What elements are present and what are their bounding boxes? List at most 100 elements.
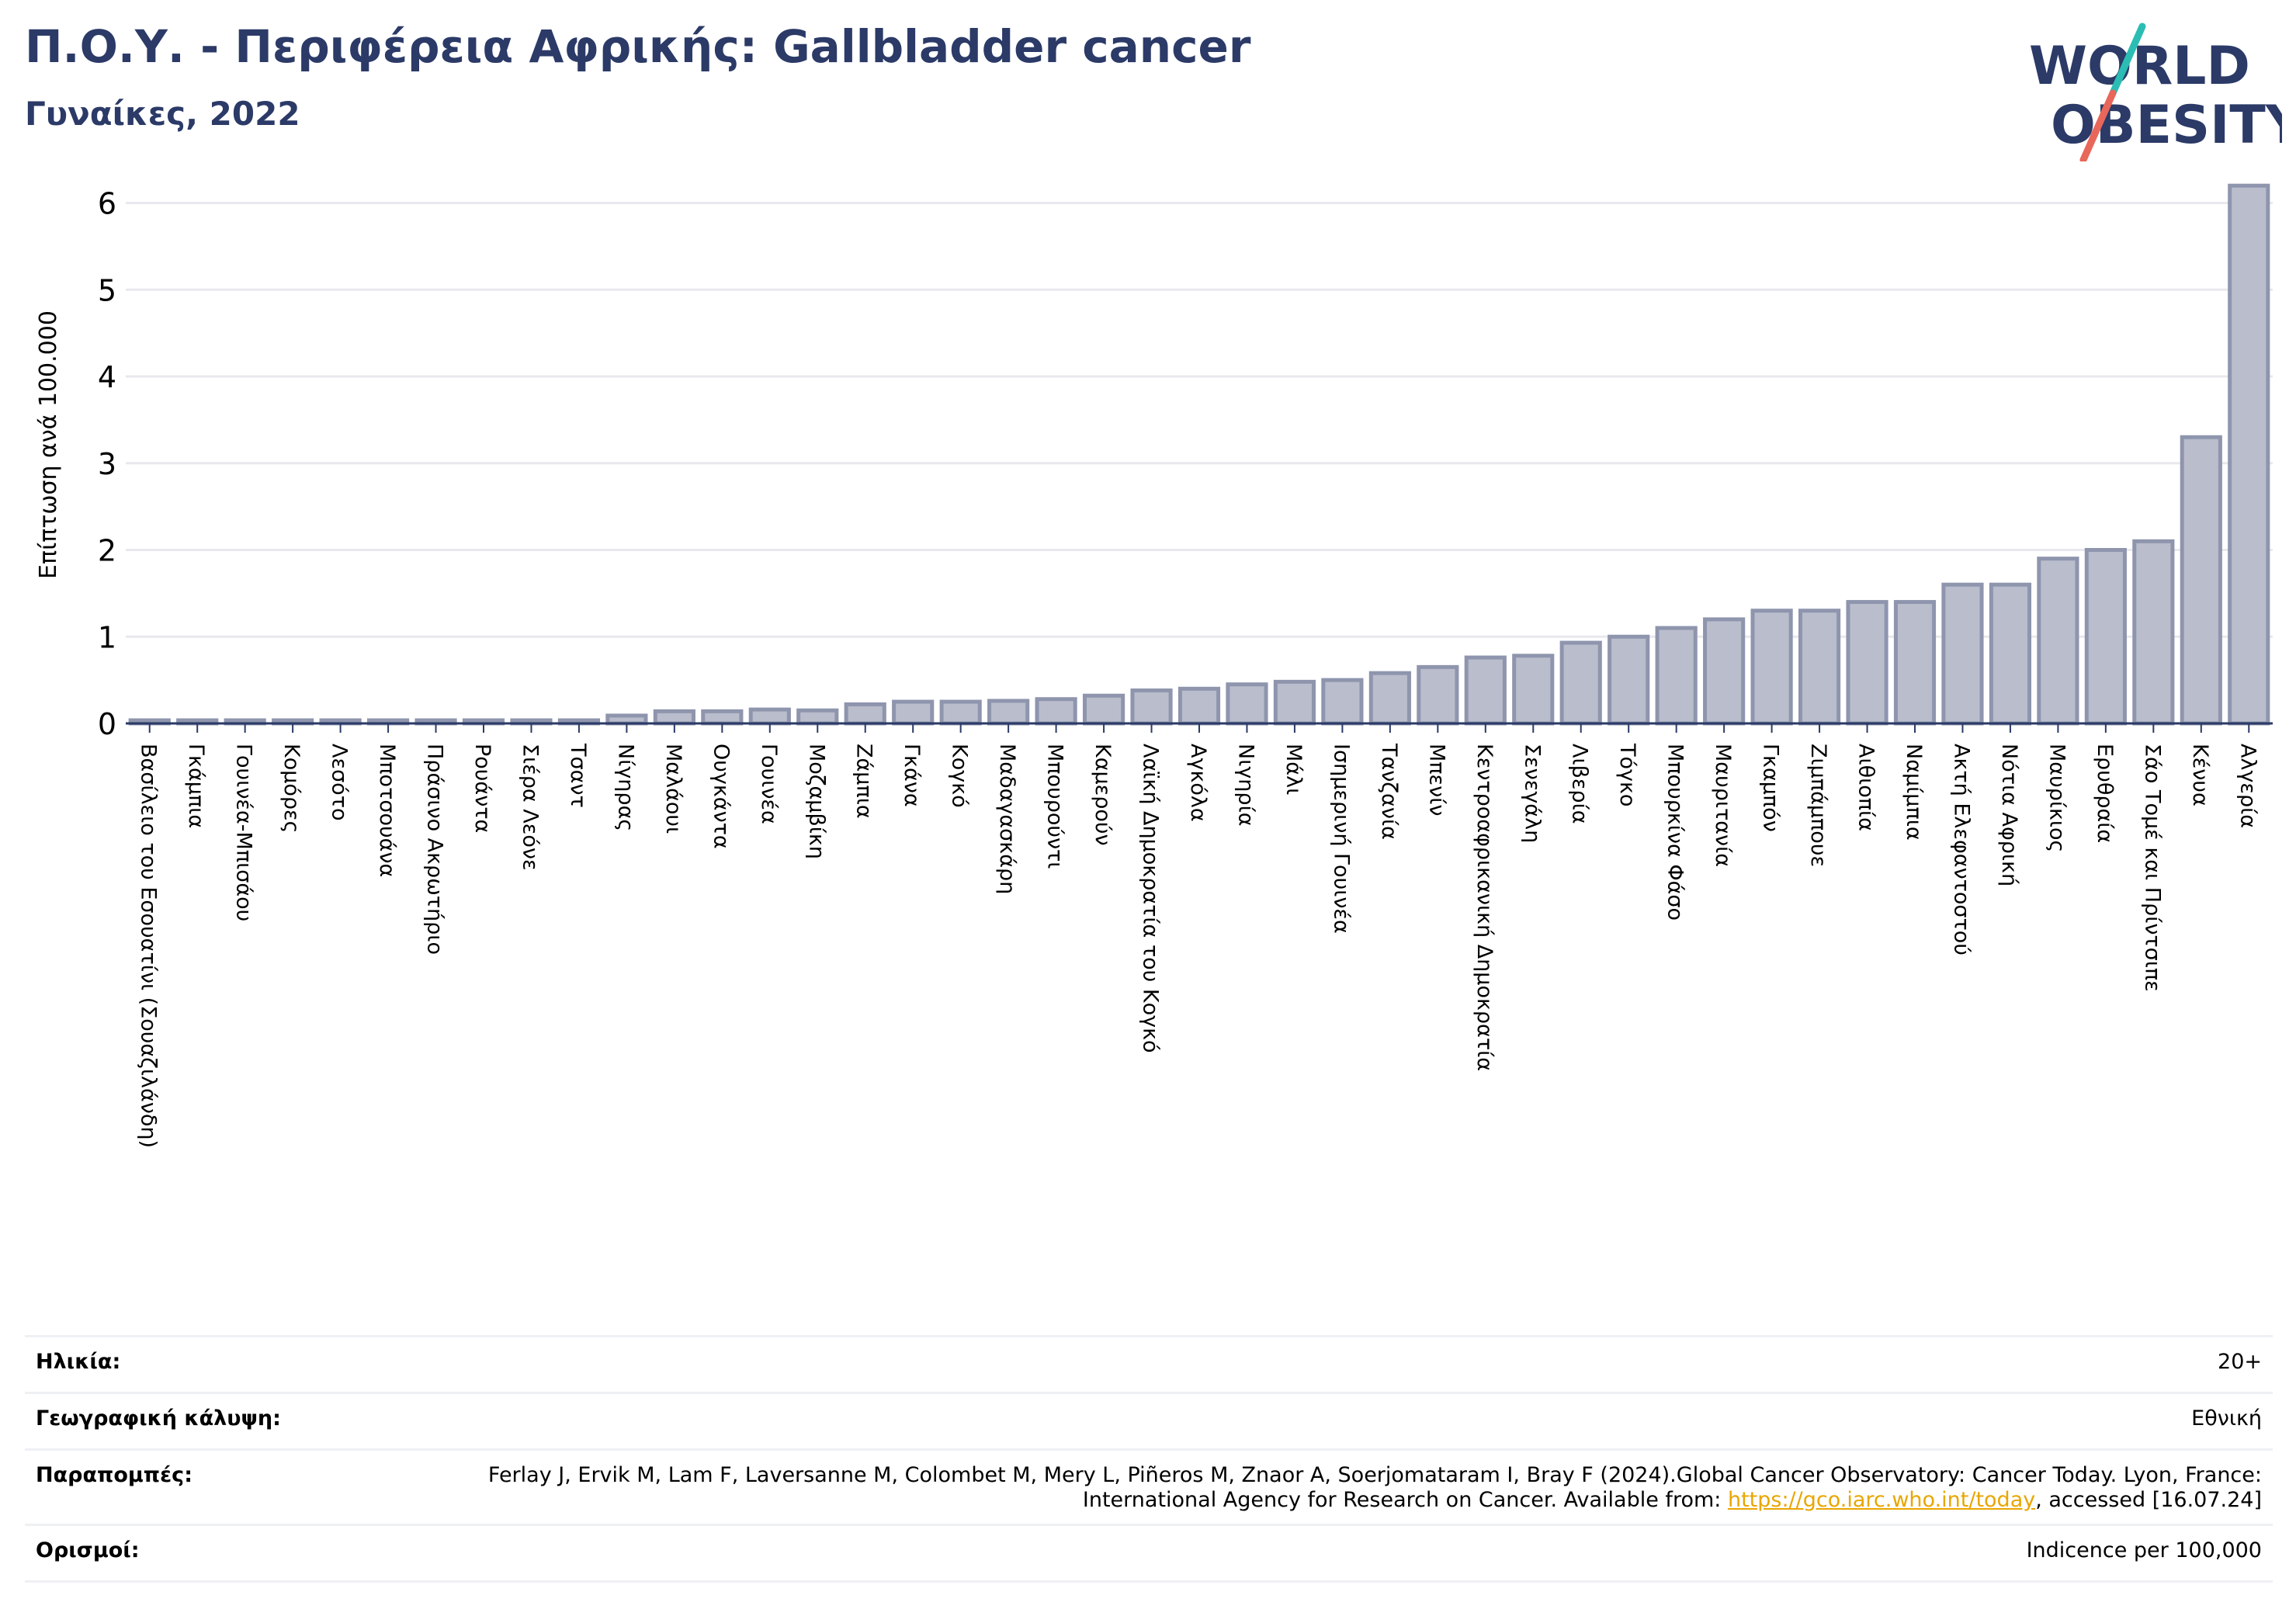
y-tick-label: 3 bbox=[98, 447, 116, 481]
bar[interactable] bbox=[2228, 183, 2270, 726]
x-category-label: Τόγκο bbox=[1615, 743, 1639, 806]
logo-slash-teal bbox=[2109, 23, 2146, 97]
x-category-label: Τανζανία bbox=[1377, 743, 1401, 840]
x-category-label: Γουινέα-Μπισάου bbox=[232, 744, 256, 921]
x-category-label: Ρουάντα bbox=[470, 744, 494, 833]
bar[interactable] bbox=[1750, 609, 1793, 726]
bar[interactable] bbox=[701, 709, 744, 726]
logo-slash-red bbox=[2079, 89, 2117, 161]
axes bbox=[126, 722, 2273, 733]
y-tick-label: 2 bbox=[98, 534, 116, 568]
bar[interactable] bbox=[1703, 617, 1746, 726]
x-category-label: Αιθιοπία bbox=[1854, 744, 1878, 831]
bar[interactable] bbox=[2180, 435, 2222, 726]
y-tick-label: 5 bbox=[98, 273, 116, 307]
references-accessed: , accessed [16.07.24] bbox=[2035, 1488, 2262, 1512]
x-category-label: Γκάνα bbox=[900, 744, 924, 807]
y-tick-label: 0 bbox=[98, 707, 116, 741]
x-category-label: Λαϊκή Δημοκρατία του Κογκό bbox=[1139, 744, 1163, 1053]
bar[interactable] bbox=[2132, 539, 2175, 726]
grid-lines bbox=[126, 202, 2273, 638]
x-category-label: Πράσινο Ακρωτήριο bbox=[423, 744, 447, 955]
bar[interactable] bbox=[1989, 582, 2032, 726]
bar[interactable] bbox=[1130, 688, 1173, 726]
x-category-label: Ισημερινή Γουινέα bbox=[1329, 744, 1353, 934]
bar[interactable] bbox=[1035, 697, 1077, 726]
definitions-label: Ορισμοί: bbox=[36, 1538, 140, 1562]
x-category-label: Κεντροαφρικανική Δημοκρατία bbox=[1472, 744, 1497, 1071]
coverage-label: Γεωγραφική κάλυψη: bbox=[36, 1406, 281, 1431]
info-row-age: Ηλικία: 20+ bbox=[25, 1335, 2273, 1392]
x-category-label: Μπουρκίνα Φάσο bbox=[1663, 744, 1687, 921]
x-category-label: Μαυρίκιος bbox=[2045, 744, 2069, 852]
x-category-label: Κένυα bbox=[2188, 744, 2212, 806]
x-category-label: Ουγκάντα bbox=[709, 744, 733, 849]
bar[interactable] bbox=[1893, 600, 1937, 726]
x-category-label: Νότια Αφρική bbox=[1997, 744, 2021, 886]
x-category-label: Γκαμπόν bbox=[1759, 744, 1783, 832]
bar[interactable] bbox=[1464, 655, 1507, 726]
x-category-label: Μποτσουάνα bbox=[375, 744, 399, 877]
x-category-label: Κογκό bbox=[948, 744, 972, 808]
logo-line-world: WORLD bbox=[2029, 36, 2250, 97]
bar[interactable] bbox=[844, 702, 886, 726]
x-category-label: Μπενίν bbox=[1424, 744, 1448, 816]
x-category-label: Αλγερία bbox=[2235, 744, 2260, 828]
y-tick-label: 6 bbox=[98, 187, 116, 221]
bar[interactable] bbox=[1608, 634, 1650, 726]
x-category-label: Μπουρούντι bbox=[1043, 744, 1067, 869]
x-category-label: Σιέρα Λεόνε bbox=[518, 744, 542, 871]
references-link[interactable]: https://gco.iarc.who.int/today bbox=[1727, 1488, 2036, 1512]
x-category-label: Νίγηρας bbox=[613, 744, 637, 831]
x-category-label: Ζάμπια bbox=[852, 744, 876, 819]
bar[interactable] bbox=[605, 713, 648, 726]
bar[interactable] bbox=[1559, 640, 1602, 726]
bar[interactable] bbox=[653, 709, 695, 726]
x-category-label: Μάλι bbox=[1282, 744, 1306, 795]
bar[interactable] bbox=[1846, 600, 1888, 726]
x-category-label: Μοζαμβίκη bbox=[804, 744, 828, 859]
references-value: Ferlay J, Ervik M, Lam F, Laversanne M, … bbox=[477, 1463, 2262, 1513]
bar[interactable] bbox=[1655, 626, 1698, 726]
x-category-label: Γκάμπια bbox=[184, 744, 208, 828]
references-label: Παραπομπές: bbox=[36, 1463, 192, 1487]
x-category-label: Μαδαγασκάρη bbox=[995, 744, 1019, 894]
y-tick-label: 4 bbox=[98, 360, 116, 394]
chart-subtitle: Γυναίκες, 2022 bbox=[25, 95, 300, 133]
bar[interactable] bbox=[892, 699, 935, 726]
bar[interactable] bbox=[1368, 671, 1411, 726]
bar[interactable] bbox=[2037, 557, 2079, 726]
bar[interactable] bbox=[939, 699, 982, 726]
age-value: 20+ bbox=[2218, 1350, 2262, 1374]
chart-title: Π.Ο.Υ. - Περιφέρεια Αφρικής: Gallbladder… bbox=[25, 20, 1251, 73]
info-row-definitions: Ορισμοί: Indicence per 100,000 bbox=[25, 1524, 2273, 1583]
info-row-coverage: Γεωγραφική κάλυψη: Εθνική bbox=[25, 1392, 2273, 1448]
bar[interactable] bbox=[1226, 682, 1268, 726]
bar[interactable] bbox=[1798, 609, 1841, 726]
x-category-label: Αγκόλα bbox=[1186, 744, 1210, 822]
x-category-label: Καμερούν bbox=[1091, 744, 1115, 846]
x-category-label: Σενεγάλη bbox=[1520, 744, 1544, 843]
coverage-value: Εθνική bbox=[2191, 1406, 2262, 1431]
bar[interactable] bbox=[1941, 582, 1984, 726]
bar[interactable] bbox=[796, 708, 839, 726]
y-tick-labels: 0 1 2 3 4 5 6 bbox=[98, 187, 116, 741]
bars bbox=[128, 183, 2270, 726]
y-axis-title: Επίπτωση ανά 100.000 bbox=[35, 310, 62, 579]
bar[interactable] bbox=[1321, 678, 1364, 726]
x-category-label: Νιγηρία bbox=[1233, 744, 1257, 827]
y-tick-label: 1 bbox=[98, 620, 116, 654]
bar-chart: 0 1 2 3 4 5 6 Βασίλειο του Εσουατίνι (Σουαζιλά… bbox=[35, 183, 2273, 1148]
bar[interactable] bbox=[748, 707, 791, 726]
bar[interactable] bbox=[1082, 693, 1125, 726]
x-category-label: Λιβερία bbox=[1568, 744, 1592, 824]
x-category-label: Ακτή Ελεφαντοστού bbox=[1949, 744, 1973, 955]
bar[interactable] bbox=[1417, 664, 1459, 726]
x-category-label: Μαλάουι bbox=[661, 744, 685, 834]
bar[interactable] bbox=[1273, 679, 1316, 726]
bar[interactable] bbox=[2084, 548, 2127, 726]
bar[interactable] bbox=[1177, 686, 1221, 726]
age-label: Ηλικία: bbox=[36, 1350, 121, 1374]
bar[interactable] bbox=[1512, 654, 1555, 726]
bar[interactable] bbox=[987, 699, 1030, 726]
